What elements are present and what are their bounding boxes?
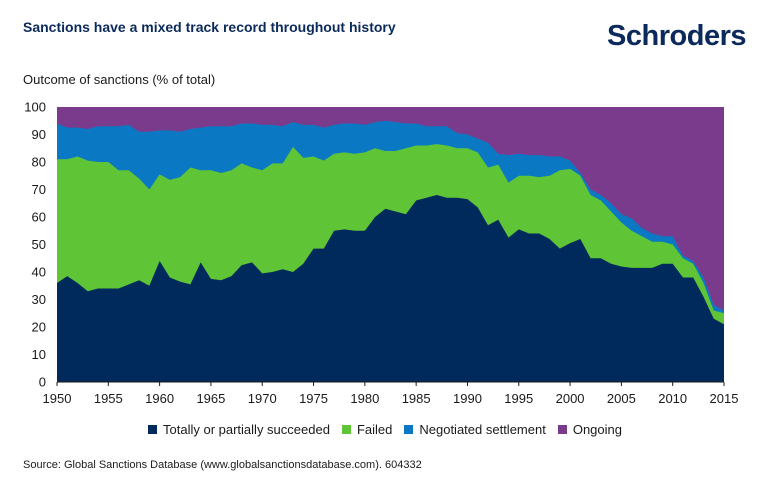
y-tick-label: 10 — [32, 347, 46, 362]
x-tick-label: 1975 — [299, 391, 328, 406]
y-tick-label: 40 — [32, 265, 46, 280]
x-tick-label: 1955 — [94, 391, 123, 406]
legend-label: Totally or partially succeeded — [163, 422, 330, 437]
y-tick-label: 0 — [39, 375, 46, 390]
x-tick-label: 1965 — [196, 391, 225, 406]
legend-swatch — [341, 425, 351, 434]
x-tick-label: 1985 — [402, 391, 431, 406]
y-tick-label: 30 — [32, 292, 46, 307]
y-tick-label: 80 — [32, 155, 46, 170]
x-tick-label: 2005 — [607, 391, 636, 406]
legend-swatch — [404, 425, 414, 434]
chart-title: Sanctions have a mixed track record thro… — [23, 19, 396, 35]
y-tick-label: 20 — [32, 320, 46, 335]
x-tick-label: 1990 — [453, 391, 482, 406]
y-tick-label: 70 — [32, 182, 46, 197]
brand-logo: Schroders — [607, 20, 746, 52]
x-tick-label: 1995 — [504, 391, 533, 406]
y-axis-label: Outcome of sanctions (% of total) — [23, 72, 216, 87]
x-tick-label: 2000 — [556, 391, 585, 406]
y-tick-label: 100 — [24, 100, 46, 115]
y-tick-label: 60 — [32, 210, 46, 225]
legend-swatch — [148, 425, 158, 434]
legend-item: Ongoing — [557, 422, 622, 437]
legend-item: Negotiated settlement — [404, 422, 546, 437]
y-tick-label: 90 — [32, 127, 46, 142]
legend: Totally or partially succeeded Failed Nego… — [0, 422, 770, 437]
area-chart: 1950 1955 1960 1965 1970 1975 1980 1985 1990 1995… — [24, 100, 738, 407]
x-tick-label: 2010 — [658, 391, 687, 406]
x-tick-label: 2015 — [710, 391, 739, 406]
x-tick-label: 1970 — [248, 391, 277, 406]
legend-label: Ongoing — [572, 422, 622, 437]
source-note: Source: Global Sanctions Database (www.g… — [23, 459, 422, 471]
area-series-group — [57, 107, 724, 382]
area-totally-or-partially-succeeded — [57, 195, 724, 382]
y-tick-label: 50 — [32, 237, 46, 252]
legend-item: Totally or partially succeeded — [148, 422, 330, 437]
legend-item: Failed — [341, 422, 393, 437]
axes-group: 1950 1955 1960 1965 1970 1975 1980 1985 1990 1995… — [24, 100, 738, 407]
legend-label: Negotiated settlement — [419, 422, 546, 437]
x-tick-label: 1980 — [350, 391, 379, 406]
x-tick-label: 1960 — [145, 391, 174, 406]
x-tick-label: 1950 — [43, 391, 72, 406]
legend-swatch — [557, 425, 567, 434]
legend-label: Failed — [356, 422, 393, 437]
